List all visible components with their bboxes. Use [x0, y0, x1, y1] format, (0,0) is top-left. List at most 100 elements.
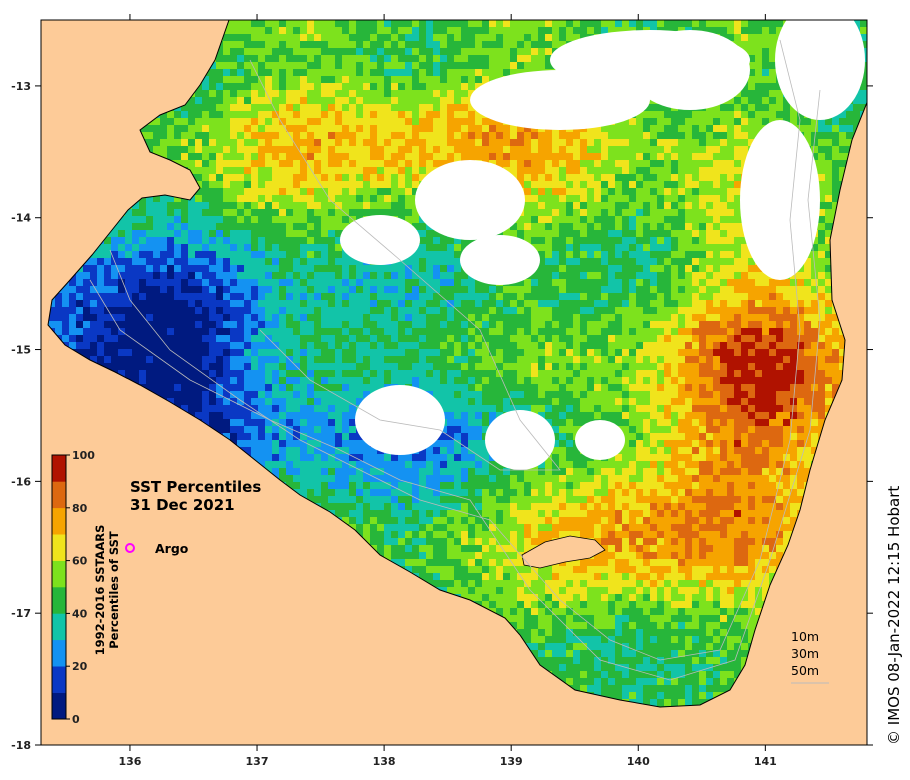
sst-cell [314, 118, 321, 125]
sst-cell [636, 20, 643, 27]
sst-cell [286, 314, 293, 321]
sst-cell [594, 202, 601, 209]
sst-cell [398, 125, 405, 132]
sst-cell [412, 83, 419, 90]
sst-cell [748, 55, 755, 62]
sst-cell [146, 195, 153, 202]
sst-cell [202, 265, 209, 272]
sst-cell [209, 307, 216, 314]
sst-cell [363, 111, 370, 118]
sst-cell [104, 272, 111, 279]
sst-cell [433, 139, 440, 146]
sst-cell [755, 55, 762, 62]
sst-cell [552, 160, 559, 167]
sst-cell [195, 230, 202, 237]
sst-cell [517, 125, 524, 132]
sst-cell [559, 153, 566, 160]
sst-cell [314, 188, 321, 195]
sst-cell [699, 307, 706, 314]
sst-cell [643, 139, 650, 146]
sst-cell [279, 188, 286, 195]
sst-cell [566, 272, 573, 279]
sst-cell [489, 48, 496, 55]
sst-cell [125, 307, 132, 314]
sst-cell [321, 244, 328, 251]
sst-cell [762, 90, 769, 97]
sst-cell [580, 230, 587, 237]
sst-cell [461, 279, 468, 286]
sst-cell [349, 55, 356, 62]
sst-cell [125, 258, 132, 265]
sst-cell [587, 167, 594, 174]
sst-cell [832, 188, 839, 195]
sst-cell [335, 300, 342, 307]
sst-cell [398, 41, 405, 48]
sst-cell [286, 181, 293, 188]
sst-cell [265, 90, 272, 97]
sst-cell [475, 48, 482, 55]
sst-cell [755, 83, 762, 90]
sst-cell [258, 97, 265, 104]
sst-cell [447, 293, 454, 300]
sst-cell [531, 20, 538, 27]
sst-cell [370, 300, 377, 307]
sst-cell [755, 97, 762, 104]
sst-cell [699, 300, 706, 307]
sst-cell [657, 230, 664, 237]
sst-cell [489, 160, 496, 167]
sst-cell [783, 97, 790, 104]
sst-cell [846, 104, 853, 111]
sst-cell [545, 258, 552, 265]
sst-cell [475, 293, 482, 300]
sst-cell [384, 111, 391, 118]
sst-cell [153, 279, 160, 286]
sst-cell [244, 125, 251, 132]
sst-cell [356, 293, 363, 300]
sst-cell [468, 48, 475, 55]
sst-cell [559, 167, 566, 174]
sst-cell [370, 174, 377, 181]
sst-cell [657, 286, 664, 293]
sst-cell [846, 118, 853, 125]
sst-cell [650, 20, 657, 27]
sst-cell [160, 118, 167, 125]
sst-cell [202, 97, 209, 104]
sst-cell [706, 153, 713, 160]
sst-cell [734, 265, 741, 272]
sst-cell [762, 293, 769, 300]
sst-cell [468, 62, 475, 69]
sst-cell [454, 62, 461, 69]
sst-cell [538, 195, 545, 202]
sst-cell [734, 279, 741, 286]
sst-cell [622, 174, 629, 181]
sst-cell [398, 20, 405, 27]
sst-cell [363, 181, 370, 188]
sst-cell [356, 48, 363, 55]
sst-cell [636, 223, 643, 230]
sst-cell [167, 286, 174, 293]
sst-cell [657, 237, 664, 244]
sst-cell [104, 258, 111, 265]
sst-cell [678, 118, 685, 125]
sst-cell [426, 83, 433, 90]
sst-cell [230, 174, 237, 181]
sst-cell [587, 153, 594, 160]
sst-cell [524, 293, 531, 300]
sst-cell [811, 244, 818, 251]
sst-cell [363, 90, 370, 97]
sst-cell [650, 146, 657, 153]
sst-cell [517, 167, 524, 174]
sst-cell [643, 258, 650, 265]
sst-cell [447, 258, 454, 265]
sst-cell [237, 300, 244, 307]
sst-cell [622, 132, 629, 139]
sst-cell [335, 41, 342, 48]
sst-cell [727, 27, 734, 34]
sst-cell [797, 125, 804, 132]
sst-cell [559, 307, 566, 314]
sst-cell [209, 160, 216, 167]
sst-cell [622, 139, 629, 146]
sst-cell [447, 300, 454, 307]
sst-cell [552, 216, 559, 223]
sst-cell [615, 27, 622, 34]
